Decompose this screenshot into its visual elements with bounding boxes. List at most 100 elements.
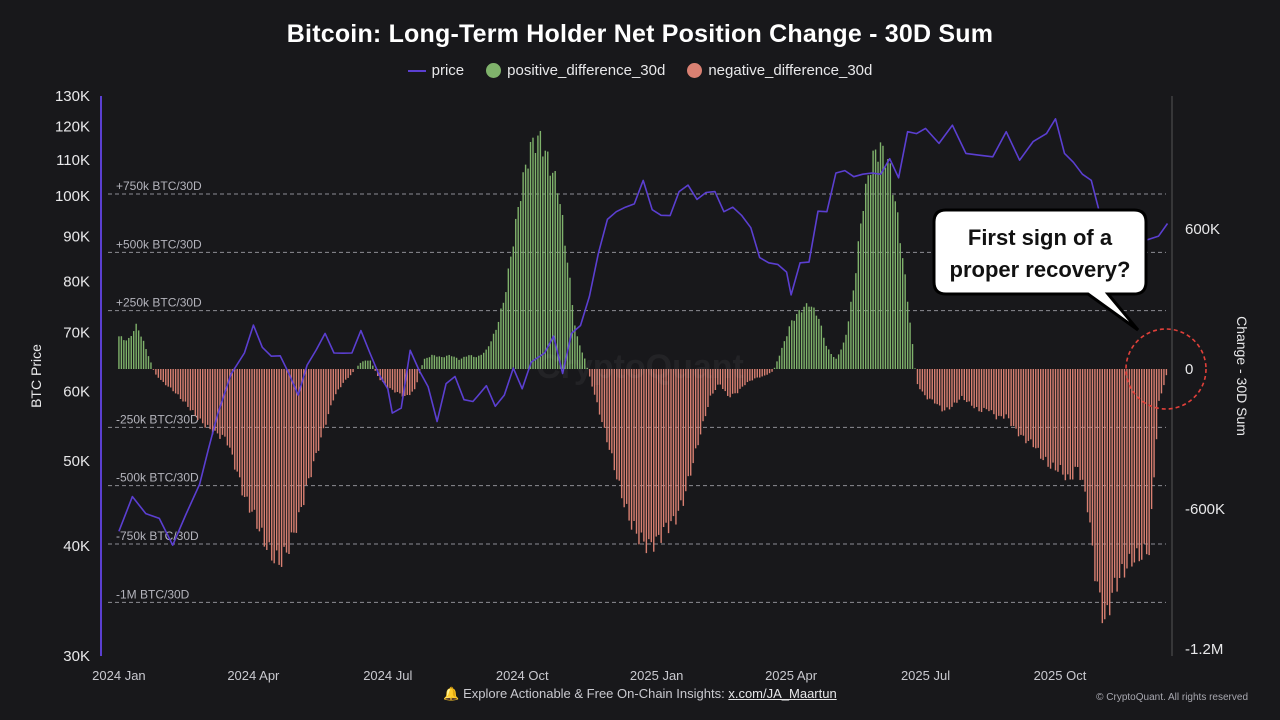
negative-bar: [680, 369, 682, 501]
negative-bar: [606, 369, 608, 443]
negative-bar: [381, 369, 384, 382]
legend-item-positive[interactable]: positive_difference_30d: [486, 62, 665, 79]
negative-bar: [1141, 369, 1143, 560]
negative-bar: [332, 369, 335, 401]
legend-label-negative: negative_difference_30d: [708, 62, 873, 79]
positive-bar: [581, 352, 583, 369]
positive-bar: [544, 150, 547, 369]
negative-bar: [763, 369, 766, 376]
positive-bar: [455, 357, 458, 369]
legend-item-negative[interactable]: negative_difference_30d: [687, 62, 872, 79]
positive-bar: [428, 357, 431, 369]
positive-bar: [887, 159, 889, 369]
positive-bar: [421, 365, 423, 369]
negative-bar: [916, 369, 919, 385]
positive-bar: [512, 246, 514, 369]
positive-bar: [443, 357, 445, 369]
negative-bar: [714, 369, 717, 390]
negative-bar: [692, 369, 694, 464]
negative-bar: [300, 369, 303, 507]
negative-bar: [263, 369, 266, 547]
negative-bar: [983, 369, 985, 408]
left-tick-label: 70K: [63, 324, 90, 341]
positive-bar: [911, 344, 914, 369]
negative-bar: [943, 369, 946, 411]
positive-bar: [367, 360, 369, 369]
positive-bar: [359, 362, 362, 369]
negative-bar: [206, 369, 209, 425]
positive-bar: [879, 142, 882, 369]
negative-bar: [327, 369, 330, 415]
negative-bar: [648, 369, 650, 540]
negative-bar: [1079, 369, 1081, 481]
positive-bar: [357, 365, 359, 369]
negative-bar: [690, 369, 692, 476]
positive-bar: [507, 268, 510, 369]
positive-bar: [773, 367, 776, 369]
negative-bar: [729, 369, 731, 398]
negative-bar: [169, 369, 172, 388]
negative-bar: [1133, 369, 1136, 563]
positive-bar: [865, 183, 867, 369]
negative-bar: [1143, 369, 1145, 544]
positive-bar: [436, 356, 438, 369]
positive-bar: [465, 356, 468, 369]
negative-bar: [1163, 369, 1165, 386]
positive-bar: [561, 214, 564, 369]
positive-bar: [519, 201, 522, 369]
positive-bar: [820, 325, 823, 369]
negative-bar: [731, 369, 734, 394]
left-tick-label: 130K: [55, 88, 90, 105]
positive-bar: [433, 355, 436, 369]
negative-bar: [665, 369, 667, 523]
positive-bar: [473, 356, 475, 369]
positive-bar: [798, 310, 800, 369]
negative-bar: [266, 369, 268, 550]
positive-bar: [874, 149, 877, 369]
negative-bar: [251, 369, 253, 512]
negative-bar: [990, 369, 993, 411]
negative-bar: [1007, 369, 1010, 419]
footer-link[interactable]: x.com/JA_Maartun: [728, 686, 837, 701]
negative-bar: [655, 369, 657, 537]
negative-bar: [635, 369, 638, 534]
negative-bar: [174, 369, 177, 394]
speech-bubble: [932, 208, 1148, 332]
positive-bar: [566, 262, 569, 369]
negative-bar: [192, 369, 194, 411]
negative-bar: [591, 369, 593, 387]
negative-bar: [187, 369, 189, 407]
negative-bar: [1000, 369, 1002, 417]
positive-bar: [847, 321, 850, 369]
legend-item-price[interactable]: price: [407, 62, 464, 79]
negative-bar: [973, 369, 975, 409]
positive-bar: [556, 193, 559, 369]
negative-bar: [704, 369, 707, 417]
negative-bar: [1072, 369, 1074, 480]
negative-bar: [1076, 369, 1079, 468]
negative-bar: [268, 369, 270, 543]
positive-bar: [448, 354, 450, 369]
negative-bar: [1109, 369, 1111, 616]
negative-bar: [766, 369, 768, 375]
legend-swatch-price: [407, 69, 426, 72]
negative-bar: [219, 369, 221, 439]
positive-bar: [825, 345, 827, 369]
positive-bar: [852, 290, 855, 369]
negative-bar: [295, 369, 298, 533]
negative-bar: [1123, 369, 1126, 578]
negative-bar: [1089, 369, 1091, 523]
negative-bar: [199, 369, 201, 419]
negative-bar: [736, 369, 739, 394]
negative-bar: [224, 369, 226, 437]
negative-bar: [724, 369, 726, 392]
positive-bar: [884, 167, 887, 369]
positive-bar: [142, 340, 145, 369]
positive-bar: [788, 326, 791, 369]
positive-bar: [867, 175, 869, 369]
negative-bar: [1047, 369, 1049, 467]
negative-bar: [261, 369, 263, 528]
negative-bar: [754, 369, 756, 379]
negative-bar: [238, 369, 241, 478]
left-tick-label: 90K: [63, 228, 90, 245]
